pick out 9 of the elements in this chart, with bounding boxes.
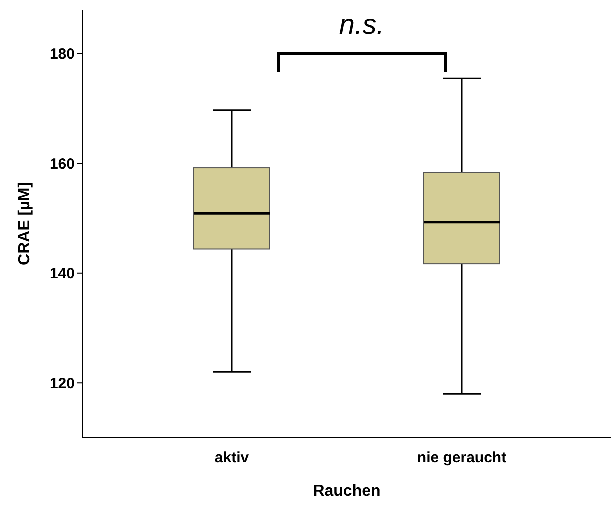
x-tick-label: aktiv xyxy=(214,450,250,467)
y-axis-title: CRAE [µM] xyxy=(16,182,34,266)
y-tick-label: 120 xyxy=(50,375,75,392)
x-tick-label: nie geraucht xyxy=(417,450,507,467)
y-tick-label: 180 xyxy=(50,46,75,64)
x-axis-title: Rauchen xyxy=(313,483,381,500)
annotation: n.s. xyxy=(338,8,386,41)
y-tick-label: 160 xyxy=(50,156,75,173)
y-tick-label: 140 xyxy=(50,266,75,283)
